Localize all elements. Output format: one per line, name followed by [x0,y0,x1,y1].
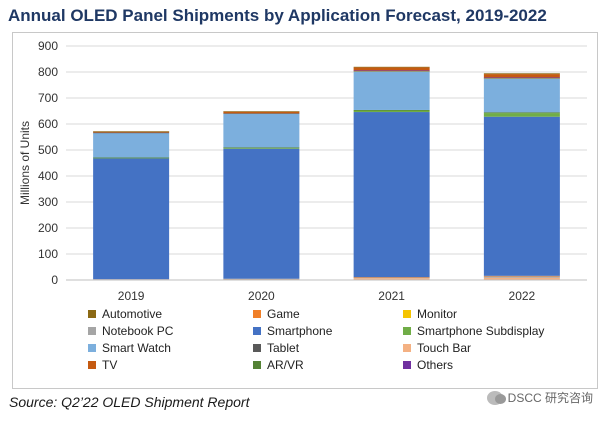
legend-label: AR/VR [267,357,304,372]
bar-segment-smart-watch [93,132,170,158]
bar-segment-game [353,277,430,278]
bar-segment-smart-watch [483,78,560,113]
chart-title: Annual OLED Panel Shipments by Applicati… [8,6,547,25]
legend-swatch [403,343,411,352]
bar-segment-game [483,275,560,277]
y-tick-label: 900 [38,39,58,53]
legend-item: Game [253,306,403,321]
legend-swatch [88,360,96,369]
y-tick-label: 700 [38,91,58,105]
legend-item: Smartphone Subdisplay [403,323,573,338]
watermark-text: DSCC 研究咨询 [507,391,593,405]
bar-segment-touch-bar [353,278,430,280]
bar-segment-tv [93,131,170,133]
source-note: Source: Q2’22 OLED Shipment Report [9,394,250,410]
bar-segment-smartphone-subdisplay [483,113,560,117]
bar-segment-smartphone [223,148,300,279]
bar-segment-automotive [223,111,300,112]
legend-swatch [403,360,411,369]
y-axis-title: Millions of Units [18,121,32,205]
bar-segment-notebook-pc [353,277,430,279]
bar-segment-automotive [353,66,430,68]
legend-item: TV [88,357,253,372]
legend-swatch [88,326,96,335]
legend-item: Smart Watch [88,340,253,355]
legend-label: Monitor [417,306,458,321]
bar-segment-notebook-pc [483,276,560,278]
y-tick-label: 500 [38,143,58,157]
y-tick-label: 400 [38,169,58,183]
bar-segment-ar-vr [483,112,560,114]
chart-frame: 0 100 200 300 400 500 600 700 800 900 Millions of … [12,32,598,389]
bar-segment-ar-vr [353,109,430,111]
legend-label: Notebook PC [102,323,174,338]
bar-segment-automotive [93,131,170,132]
bar-segment-others [483,77,560,79]
y-tick-label: 800 [38,65,58,79]
y-tick-label: 100 [38,247,58,261]
bar-segment-smartphone [353,112,430,278]
legend-swatch [253,343,261,352]
bar-segment-smartphone-subdisplay [223,147,300,149]
x-tick-label: 2019 [118,289,145,303]
legend-label: TV [102,357,118,372]
y-tick-label: 0 [51,273,58,287]
chart-legend: Automotive Game Monitor Notebook PC Smartpho… [88,306,568,372]
legend-item: Touch Bar [403,340,573,355]
legend-item: AR/VR [253,357,403,372]
bar-segment-tv [483,74,560,78]
legend-swatch [253,326,261,335]
legend-label: Smart Watch [102,340,171,355]
legend-label: Smartphone Subdisplay [417,323,545,338]
bar-segment-notebook-pc [223,278,300,280]
legend-swatch [88,343,96,352]
legend-item: Others [403,357,573,372]
bar-segment-tv [223,111,300,114]
legend-item: Tablet [253,340,403,355]
legend-swatch [253,309,261,318]
bar-segment-smartphone-subdisplay [353,110,430,113]
legend-label: Automotive [102,306,163,321]
bar-segment-touch-bar [223,278,300,280]
bar-segment-ar-vr [93,157,170,159]
legend-label: Game [267,306,300,321]
legend-label: Others [417,357,454,372]
x-tick-label: 2020 [248,289,275,303]
legend-item: Smartphone [253,323,403,338]
bar-segment-automotive [483,73,560,75]
bar-segment-others [353,70,430,72]
bar-segment-smartphone [483,116,560,276]
bar-segment-tablet [93,132,170,134]
bar-segment-tablet [223,113,300,114]
legend-swatch [403,326,411,335]
bar-segment-ar-vr [223,147,300,148]
x-tick-label: 2022 [509,289,536,303]
bar-segment-smart-watch [223,113,300,148]
watermark: DSCC 研究咨询 [486,389,593,406]
legend-label: Touch Bar [417,340,472,355]
bar-segment-smartphone [93,158,170,280]
legend-label: Tablet [267,340,300,355]
legend-swatch [88,309,96,318]
legend-label: Smartphone [267,323,333,338]
x-tick-label: 2021 [378,289,405,303]
legend-item: Notebook PC [88,323,253,338]
legend-swatch [403,309,411,318]
bar-segment-touch-bar [483,277,560,280]
y-tick-label: 200 [38,221,58,235]
y-tick-label: 600 [38,117,58,131]
bar-segment-smart-watch [353,71,430,110]
bar-segment-tv [353,67,430,71]
legend-item: Automotive [88,306,253,321]
legend-swatch [253,360,261,369]
legend-item: Monitor [403,306,573,321]
wechat-icon [486,390,506,405]
stacked-bar-chart: 0 100 200 300 400 500 600 700 800 900 Millions of … [18,39,587,303]
y-tick-label: 300 [38,195,58,209]
